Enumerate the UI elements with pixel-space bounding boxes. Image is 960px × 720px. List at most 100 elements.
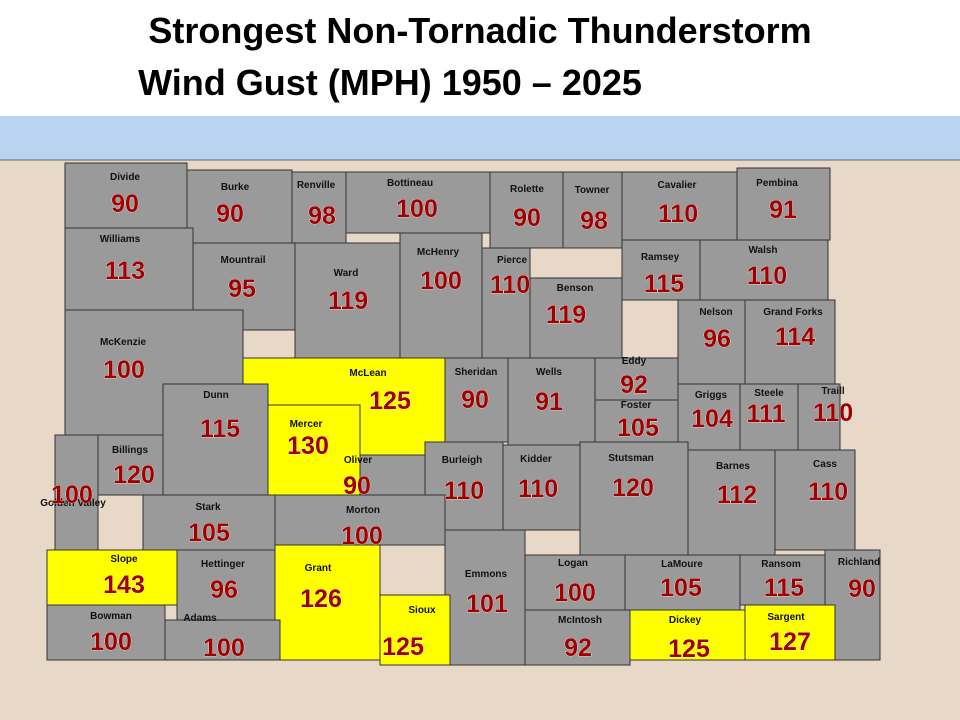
county-value: 113 (105, 257, 145, 285)
county-name: Dickey (669, 615, 702, 626)
county-name: McHenry (417, 247, 460, 258)
county-name: Barnes (716, 461, 750, 472)
county (176, 549, 276, 621)
county-name: Cavalier (658, 180, 697, 191)
county-value: 90 (461, 386, 489, 414)
county (677, 383, 741, 451)
county-value: 100 (420, 267, 462, 295)
canada (0, 116, 960, 160)
county-value: 90 (848, 575, 876, 603)
county-value: 125 (382, 633, 424, 661)
county-value: 127 (769, 628, 811, 656)
county-value: 119 (328, 287, 368, 315)
county-name: Kidder (520, 454, 552, 465)
county-value: 90 (343, 472, 371, 500)
county-name: Bowman (90, 611, 132, 622)
county (164, 619, 281, 661)
county (379, 594, 451, 666)
county (579, 441, 689, 556)
county-value: 105 (617, 414, 659, 442)
county-value: 110 (813, 399, 853, 427)
county-value: 114 (775, 323, 815, 351)
county (507, 357, 596, 446)
county-value: 100 (554, 579, 596, 607)
county (46, 604, 166, 661)
county-value: 90 (513, 204, 541, 232)
county (797, 383, 841, 451)
county-name: Emmons (465, 569, 508, 580)
county (774, 449, 856, 551)
county-value: 112 (717, 481, 757, 509)
county (687, 449, 776, 556)
county (64, 227, 194, 311)
county-name: McKenzie (100, 337, 147, 348)
county-name: LaMoure (661, 559, 703, 570)
county (267, 404, 361, 496)
county-value: 125 (668, 635, 710, 663)
title-line: Wind Gust (MPH) 1950 – 2025 (138, 62, 642, 103)
county (345, 171, 491, 234)
county-value: 100 (203, 634, 245, 662)
county-name: Dunn (203, 390, 229, 401)
county (97, 434, 164, 496)
county-name: Traill (821, 386, 845, 397)
county-name: Steele (754, 388, 784, 399)
county-value: 98 (308, 202, 336, 230)
county-value: 91 (769, 196, 797, 224)
county-name: Nelson (699, 307, 732, 318)
county-value: 100 (341, 522, 383, 550)
county-value: 125 (369, 387, 411, 415)
county-name: Foster (621, 400, 652, 411)
county-name: Pierce (497, 255, 527, 266)
county-value: 143 (103, 571, 145, 599)
county-name: Towner (575, 185, 610, 196)
county-name: Cass (813, 459, 837, 470)
county-value: 110 (518, 475, 558, 503)
county (739, 383, 799, 451)
county-name: Divide (110, 172, 140, 183)
county (162, 383, 269, 496)
county-name: Ramsey (641, 252, 680, 263)
county-value: 105 (660, 574, 702, 602)
county-name: Pembina (756, 178, 798, 189)
county-name: Burke (221, 182, 250, 193)
county-name: Bottineau (387, 178, 433, 189)
county-value: 100 (396, 195, 438, 223)
county-name: Stutsman (608, 453, 654, 464)
county-value: 98 (580, 207, 608, 235)
county-name: Sheridan (455, 367, 498, 378)
county-name: McIntosh (558, 615, 602, 626)
county-name: Grand Forks (763, 307, 823, 318)
county-name: Eddy (622, 356, 647, 367)
county-value: 104 (691, 405, 733, 433)
county-name: Grant (305, 563, 332, 574)
county-value: 101 (466, 590, 508, 618)
county-value: 111 (747, 400, 786, 428)
county-name: Morton (346, 505, 380, 516)
county-name: Billings (112, 445, 149, 456)
county-name: Golden Valley (40, 498, 106, 509)
county-value: 96 (210, 576, 238, 604)
county-value: 120 (612, 474, 654, 502)
county-value: 110 (747, 262, 787, 290)
county (524, 554, 626, 611)
county-name: McLean (349, 368, 386, 379)
county-value: 110 (808, 478, 848, 506)
county-value: 96 (703, 325, 731, 353)
county-name: Sioux (408, 605, 436, 616)
county (524, 609, 631, 666)
county (529, 277, 623, 359)
county-value: 110 (444, 477, 484, 505)
county (594, 357, 679, 401)
county (624, 554, 741, 611)
county (274, 494, 446, 546)
county (502, 444, 581, 531)
county-value: 90 (216, 200, 244, 228)
county-name: Logan (558, 558, 588, 569)
county (736, 167, 831, 241)
county-value: 100 (103, 356, 145, 384)
county (291, 171, 347, 244)
county-value: 130 (287, 432, 329, 460)
county-value: 119 (546, 301, 586, 329)
